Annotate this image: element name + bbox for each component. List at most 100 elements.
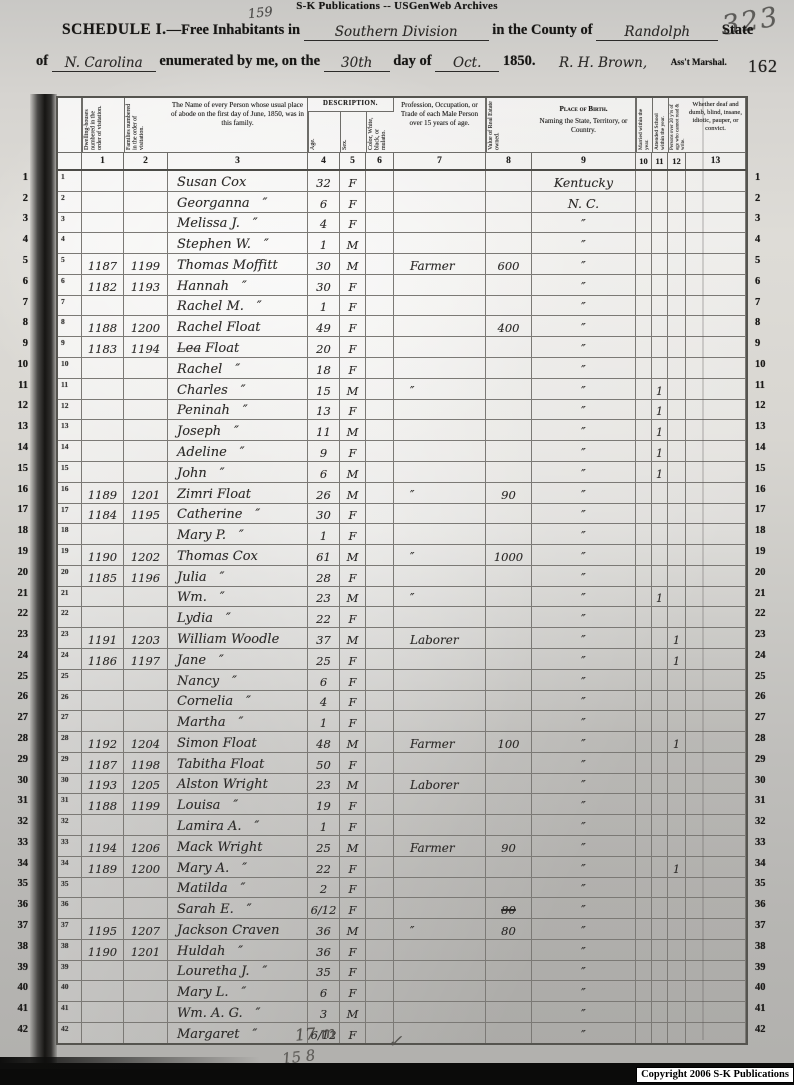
margin-row-number-left: 33 bbox=[17, 836, 29, 848]
age: 18 bbox=[308, 358, 340, 378]
person-name: Melissa J. ″ bbox=[168, 212, 308, 233]
family-number bbox=[124, 1023, 168, 1043]
color bbox=[366, 1023, 394, 1043]
remarks bbox=[686, 960, 746, 981]
sex: M bbox=[340, 773, 366, 794]
married-mark bbox=[636, 441, 652, 461]
person-name: Wm. ″ bbox=[168, 586, 308, 607]
real-estate-value: 100 bbox=[486, 732, 532, 752]
birthplace-header-sub: Naming the State, Territory, or Country. bbox=[539, 117, 628, 134]
occupation bbox=[394, 669, 486, 690]
school-mark bbox=[652, 669, 668, 690]
census-row: 28 1192 1204 Simon Float 48 M Farmer 100 ″ 1 bbox=[58, 732, 746, 753]
illiterate-header: Persons over 20 y'rs of age who cannot r… bbox=[668, 98, 686, 152]
person-name: Mack Wright bbox=[168, 836, 308, 856]
margin-row-number-left: 9 bbox=[22, 338, 28, 350]
school-mark bbox=[652, 773, 668, 794]
family-number bbox=[124, 524, 168, 545]
birthplace: ″ bbox=[532, 711, 636, 732]
margin-row-number-left: 18 bbox=[17, 525, 29, 537]
color bbox=[366, 877, 394, 898]
age: 2 bbox=[308, 877, 340, 898]
family-number: 1204 bbox=[124, 732, 168, 752]
age: 6/12 bbox=[308, 898, 340, 919]
sex: F bbox=[340, 524, 366, 545]
school-mark bbox=[652, 919, 668, 939]
school-mark bbox=[652, 711, 668, 732]
age: 1 bbox=[308, 295, 340, 316]
line-number: 9 bbox=[58, 337, 82, 358]
school-mark bbox=[652, 337, 668, 358]
married-mark bbox=[636, 316, 652, 337]
sex: F bbox=[340, 503, 366, 524]
line-number: 11 bbox=[58, 378, 82, 399]
dwelling-number bbox=[82, 960, 124, 981]
dwelling-number bbox=[82, 378, 124, 399]
school-mark bbox=[652, 981, 668, 1002]
age: 30 bbox=[308, 254, 340, 274]
birthplace: ″ bbox=[532, 877, 636, 898]
remarks bbox=[686, 337, 746, 358]
dwelling-number: 1187 bbox=[82, 752, 124, 773]
sex: M bbox=[340, 628, 366, 648]
birthplace: ″ bbox=[532, 836, 636, 856]
remarks bbox=[686, 565, 746, 586]
color bbox=[366, 628, 394, 648]
line-number: 15 bbox=[58, 461, 82, 482]
occupation bbox=[394, 856, 486, 877]
color bbox=[366, 295, 394, 316]
margin-row-number-left: 25 bbox=[17, 670, 29, 682]
handwritten-check-mark: ✓ bbox=[388, 1032, 403, 1052]
census-row: 27 Martha ″ 1 F ″ bbox=[58, 711, 746, 733]
school-mark bbox=[652, 254, 668, 274]
person-name: John ″ bbox=[168, 461, 308, 482]
margin-row-number-left: 19 bbox=[17, 545, 29, 557]
age: 23 bbox=[308, 586, 340, 607]
school-mark bbox=[652, 836, 668, 856]
age: 36 bbox=[308, 939, 340, 960]
color bbox=[366, 773, 394, 794]
person-name: Martha ″ bbox=[168, 711, 308, 732]
line-number: 14 bbox=[58, 441, 82, 461]
occupation bbox=[394, 898, 486, 919]
color bbox=[366, 898, 394, 919]
publisher-header: S-K Publications -- USGenWeb Archives bbox=[296, 0, 498, 12]
school-mark: 1 bbox=[652, 461, 668, 482]
remarks bbox=[686, 524, 746, 545]
birthplace: ″ bbox=[532, 399, 636, 420]
remarks bbox=[686, 1002, 746, 1023]
school-mark: 1 bbox=[652, 378, 668, 399]
color bbox=[366, 919, 394, 939]
married-mark bbox=[636, 420, 652, 441]
remarks bbox=[686, 711, 746, 732]
illiterate-mark bbox=[668, 358, 686, 378]
illiterate-mark: 1 bbox=[668, 648, 686, 669]
dwelling-number bbox=[82, 524, 124, 545]
sex: M bbox=[340, 1002, 366, 1023]
margin-row-number-right: 3 bbox=[755, 213, 761, 225]
line-number: 32 bbox=[58, 815, 82, 835]
family-number bbox=[124, 586, 168, 607]
dwelling-number bbox=[82, 607, 124, 628]
real-estate-value bbox=[486, 274, 532, 295]
person-name: Thomas Moffitt bbox=[168, 254, 308, 274]
school-mark bbox=[652, 171, 668, 191]
birthplace: ″ bbox=[532, 358, 636, 378]
column-number-7: 7 bbox=[394, 152, 486, 169]
color bbox=[366, 171, 394, 191]
margin-row-number-right: 29 bbox=[755, 753, 766, 765]
census-row: 29 1187 1198 Tabitha Float 50 F ″ bbox=[58, 752, 746, 774]
married-mark bbox=[636, 254, 652, 274]
dwelling-number bbox=[82, 358, 124, 378]
margin-row-number-right: 4 bbox=[755, 234, 761, 246]
school-mark bbox=[652, 212, 668, 233]
column-number-11: 11 bbox=[652, 152, 668, 169]
margin-row-number-right: 15 bbox=[755, 462, 766, 474]
margin-row-number-right: 42 bbox=[755, 1023, 766, 1035]
dwelling-number bbox=[82, 898, 124, 919]
color bbox=[366, 274, 394, 295]
birthplace-header-title: Place of Birth. bbox=[559, 105, 608, 113]
dwelling-number bbox=[82, 981, 124, 1002]
column-number-1: 1 bbox=[82, 152, 124, 169]
margin-row-number-left: 1 bbox=[22, 171, 28, 183]
